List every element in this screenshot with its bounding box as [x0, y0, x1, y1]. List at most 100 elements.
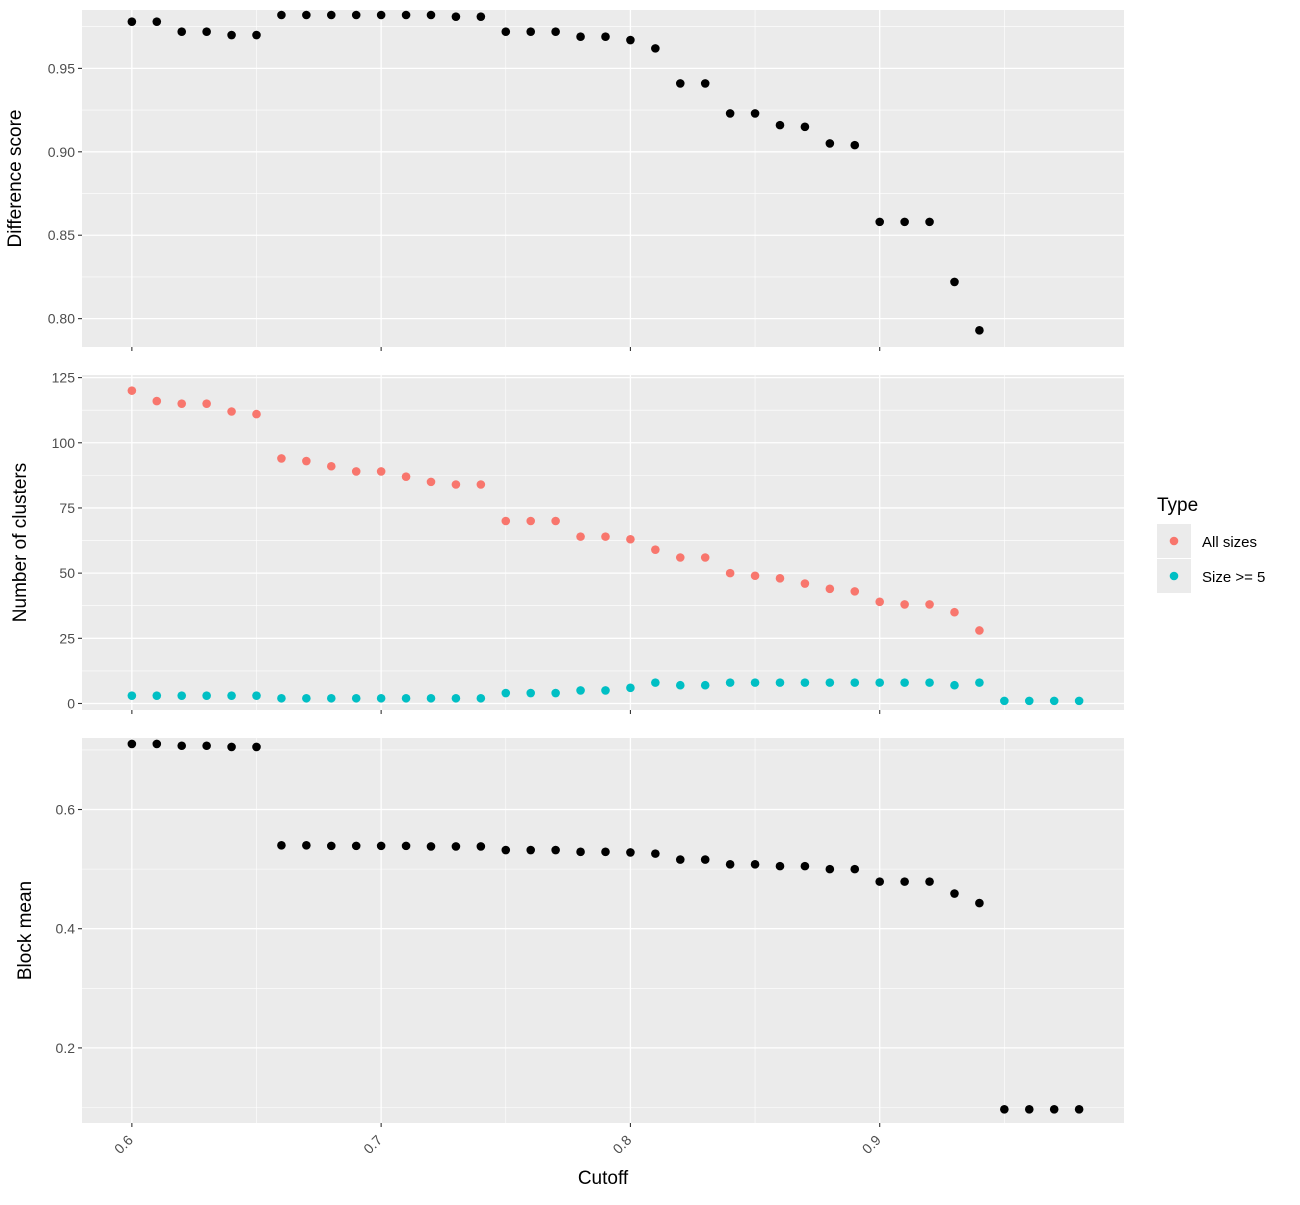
data-point: [700, 79, 710, 88]
data-point: [750, 678, 760, 687]
data-point: [775, 120, 785, 130]
data-point: [476, 480, 486, 489]
data-point: [750, 109, 760, 118]
data-point: [152, 739, 162, 749]
data-point: [127, 691, 137, 700]
data-point: [950, 277, 959, 287]
data-point: [900, 877, 909, 886]
y-tick-label: 0: [67, 695, 75, 711]
data-point: [825, 864, 835, 874]
x-tick-label: 0.7: [360, 1132, 385, 1157]
data-point: [401, 841, 411, 851]
data-point: [551, 516, 560, 526]
legend-marker-all-sizes: [1169, 536, 1179, 546]
data-point: [177, 741, 187, 751]
data-point: [501, 516, 511, 526]
data-point: [700, 855, 710, 864]
data-point: [975, 898, 984, 908]
data-point: [675, 855, 685, 864]
data-point: [451, 693, 461, 703]
y-axis-title: Difference score: [5, 110, 26, 248]
data-point: [576, 847, 585, 857]
x-axis: 0.6 0.7 0.8 0.9: [111, 1132, 884, 1157]
x-tick-label: 0.9: [859, 1132, 884, 1157]
data-point: [302, 10, 311, 20]
data-point: [351, 841, 361, 851]
data-point: [875, 217, 885, 227]
series-all-sizes: [127, 386, 984, 635]
data-point: [326, 10, 336, 20]
y-tick-label: 0.85: [48, 227, 75, 243]
data-point: [302, 456, 311, 466]
data-point: [376, 467, 386, 476]
data-point: [551, 27, 560, 36]
data-point: [302, 693, 311, 703]
data-point: [152, 17, 162, 26]
data-point: [351, 693, 361, 703]
data-point: [451, 480, 461, 489]
data-point: [277, 10, 286, 20]
data-point: [825, 584, 835, 594]
data-point: [925, 678, 934, 687]
data-point: [526, 688, 536, 698]
legend-label-all-sizes: All sizes: [1202, 534, 1257, 551]
data-point: [177, 27, 187, 36]
data-point: [700, 680, 710, 690]
data-point: [800, 579, 810, 588]
panel-1: 0.80 0.85 0.90 0.95 Difference score: [5, 10, 1124, 351]
data-point: [975, 678, 984, 687]
data-point: [252, 30, 261, 40]
data-point: [501, 688, 511, 698]
data-point: [800, 861, 810, 871]
data-point: [202, 741, 211, 751]
y-tick-label: 125: [52, 370, 76, 386]
panel-background: [82, 375, 1124, 710]
data-point: [277, 693, 286, 703]
data-point: [526, 516, 536, 526]
data-point: [675, 79, 685, 88]
data-point: [501, 845, 511, 855]
data-point: [501, 27, 511, 36]
data-point: [825, 678, 835, 687]
data-point: [302, 840, 311, 850]
x-tick-label: 0.6: [111, 1132, 136, 1157]
data-point: [426, 842, 436, 851]
data-point: [925, 217, 934, 227]
data-point: [526, 845, 536, 855]
data-point: [376, 693, 386, 703]
y-tick-label: 0.90: [48, 144, 75, 160]
data-point: [1000, 1104, 1009, 1114]
data-point: [1000, 696, 1009, 706]
data-point: [202, 691, 211, 700]
y-tick-label: 0.95: [48, 60, 75, 76]
series-1: [127, 10, 984, 335]
data-point: [426, 693, 436, 703]
data-point: [376, 10, 386, 20]
data-point: [950, 889, 959, 898]
data-point: [725, 678, 735, 687]
data-point: [925, 600, 934, 609]
y-tick-label: 100: [52, 435, 76, 451]
series-size-5: [127, 678, 1084, 706]
data-point: [925, 877, 934, 886]
x-tick-label: 0.8: [609, 1132, 634, 1157]
panel-3: 0.2 0.4 0.6 Block mean: [15, 738, 1124, 1127]
data-point: [750, 860, 760, 869]
data-point: [326, 841, 336, 851]
data-point: [202, 399, 211, 408]
data-point: [1049, 696, 1059, 706]
data-point: [725, 109, 735, 118]
data-point: [202, 27, 211, 36]
data-point: [401, 693, 411, 703]
data-point: [476, 693, 486, 703]
data-point: [451, 12, 461, 21]
y-tick-label: 0.6: [56, 802, 76, 818]
data-point: [850, 140, 860, 150]
data-point: [252, 742, 261, 752]
data-point: [651, 545, 660, 554]
data-point: [177, 691, 187, 700]
data-point: [725, 860, 735, 869]
data-point: [601, 32, 610, 41]
data-point: [177, 399, 187, 408]
